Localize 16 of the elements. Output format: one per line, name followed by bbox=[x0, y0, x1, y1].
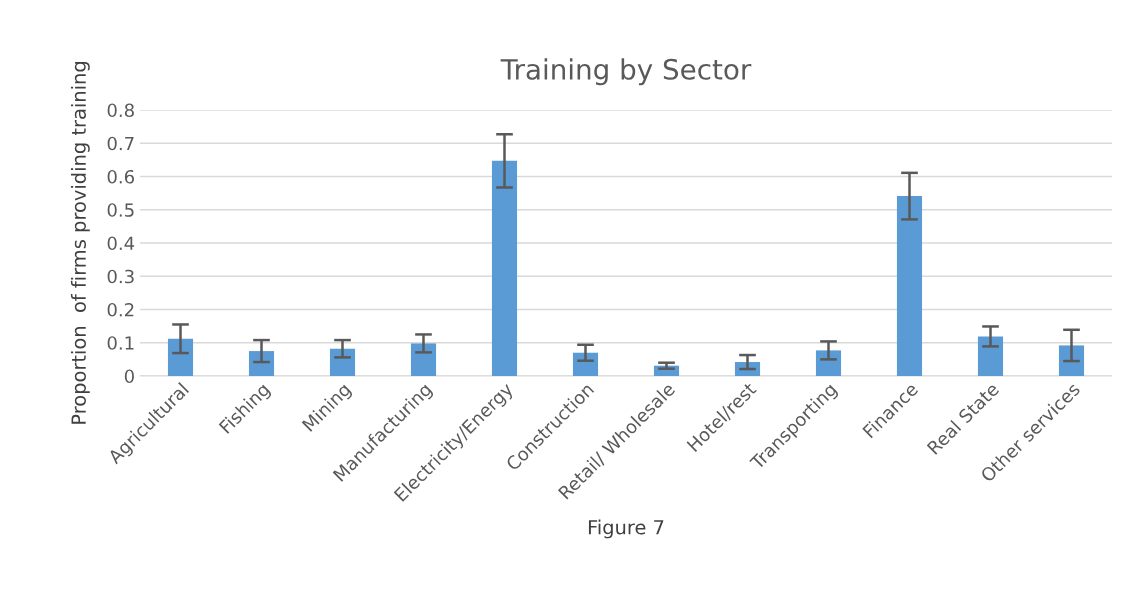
bar bbox=[896, 196, 923, 376]
y-tick-label: 0.5 bbox=[107, 203, 134, 217]
bar bbox=[167, 338, 194, 376]
y-tick-label: 0.3 bbox=[107, 269, 134, 284]
bar bbox=[491, 160, 518, 376]
y-tick-label: 0.7 bbox=[107, 136, 134, 151]
y-tick-label: 0.1 bbox=[107, 336, 134, 350]
y-tick-label: 0.2 bbox=[107, 302, 134, 317]
x-axis-title: Figure 7 bbox=[588, 519, 664, 539]
chart-title: Training by Sector bbox=[500, 58, 752, 86]
y-tick-label: 0.6 bbox=[107, 169, 134, 184]
y-axis-title: Proportion of firms providing training bbox=[70, 62, 90, 424]
y-tick-label: 0 bbox=[124, 369, 134, 384]
y-tick-label: 0.4 bbox=[107, 236, 135, 251]
y-tick-label: 0.8 bbox=[107, 103, 134, 118]
bar bbox=[977, 336, 1004, 376]
